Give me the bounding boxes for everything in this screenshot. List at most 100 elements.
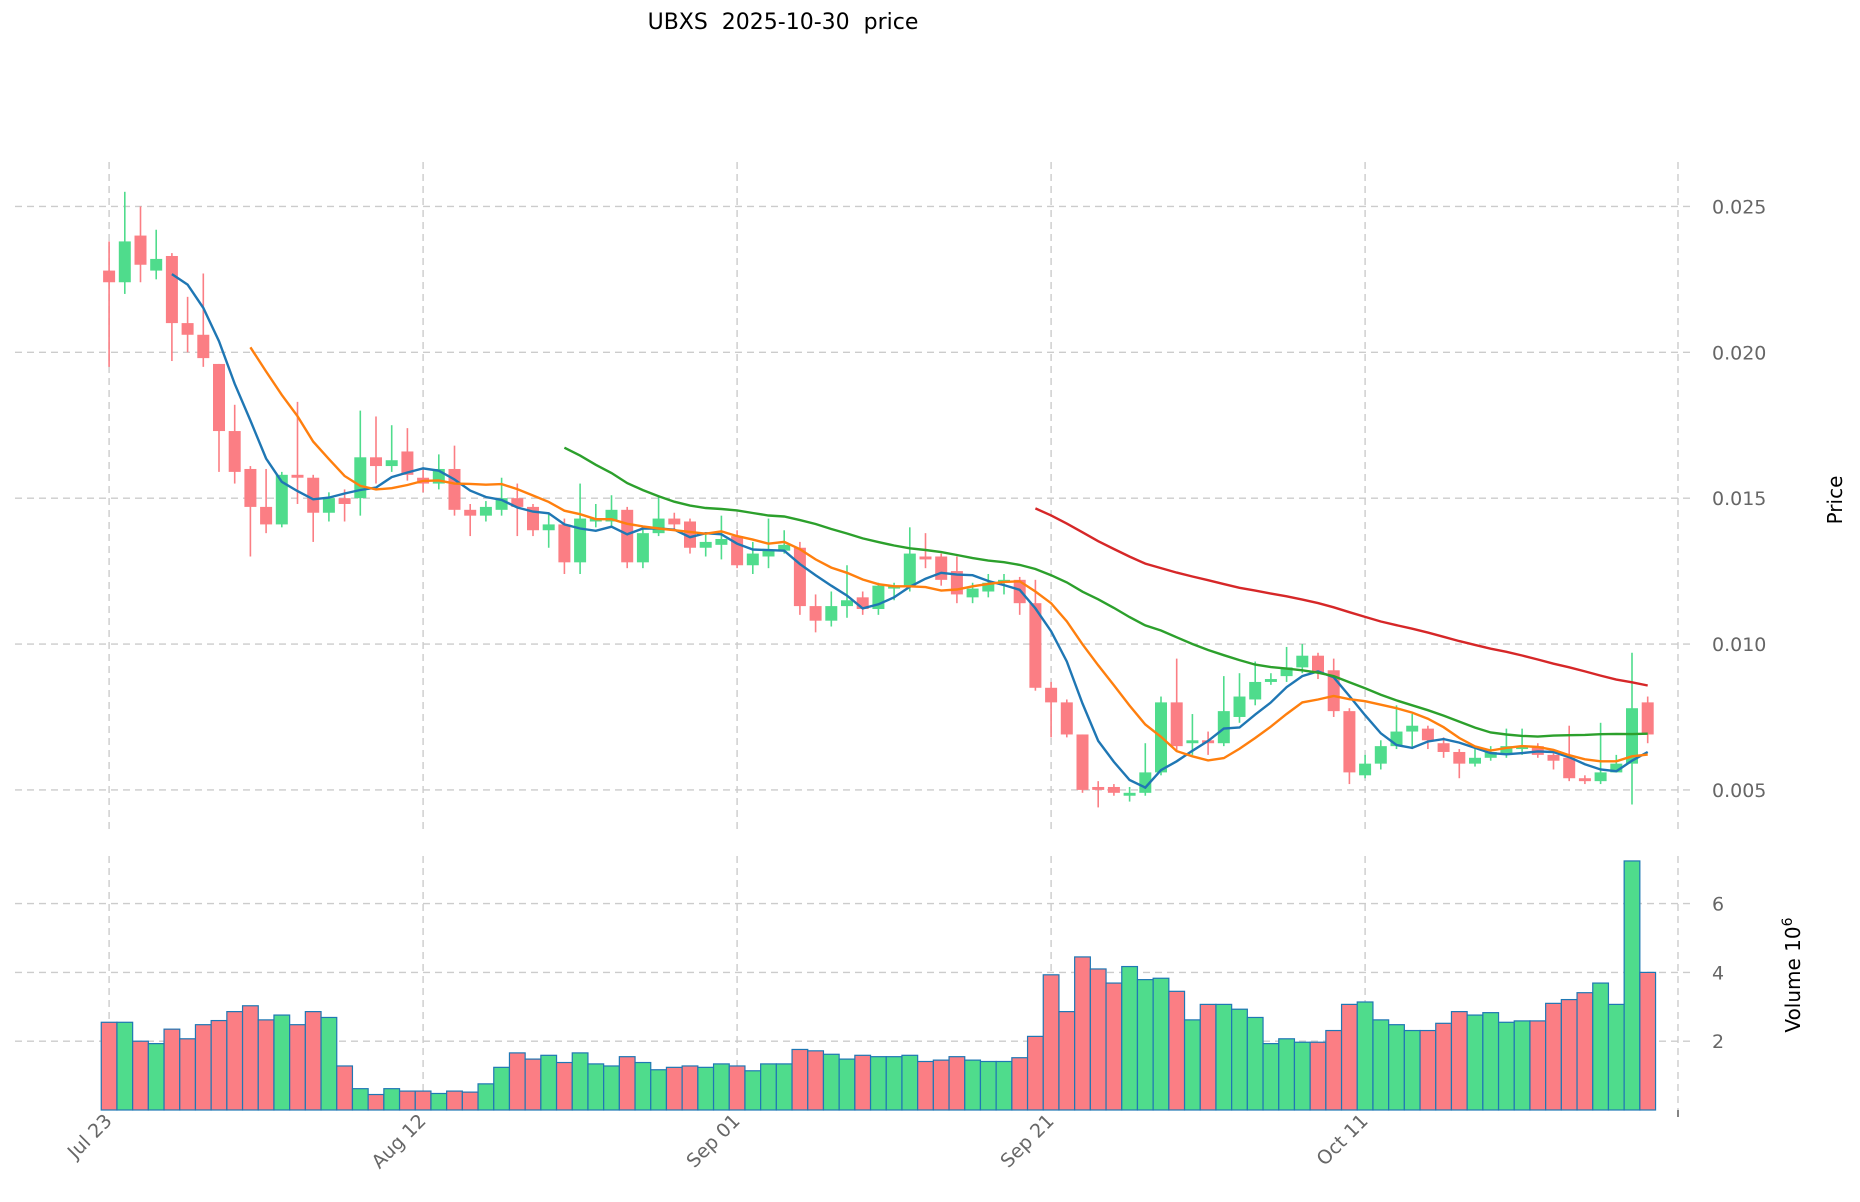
volume-bar bbox=[132, 1040, 149, 1111]
volume-bar bbox=[1105, 982, 1123, 1111]
candle-up bbox=[1123, 792, 1136, 796]
volume-tick-label: 4 bbox=[1712, 962, 1724, 984]
volume-bar bbox=[1435, 1022, 1453, 1111]
volume-bar bbox=[854, 1054, 872, 1111]
candle-down bbox=[244, 468, 257, 507]
volume-bar bbox=[1372, 1019, 1390, 1111]
candle-up bbox=[574, 518, 587, 563]
volume-bar bbox=[791, 1048, 809, 1111]
candle-up bbox=[354, 457, 367, 499]
volume-bar bbox=[995, 1060, 1013, 1111]
volume-bar bbox=[508, 1052, 526, 1111]
volume-bar bbox=[320, 1016, 338, 1111]
volume-bar bbox=[712, 1063, 730, 1111]
volume-bar bbox=[697, 1066, 715, 1111]
candle-up bbox=[1516, 746, 1529, 750]
volume-bar bbox=[304, 1011, 322, 1111]
candle-down bbox=[1343, 711, 1356, 773]
volume-bar bbox=[1356, 1001, 1374, 1111]
candle-up bbox=[699, 541, 712, 548]
candle-up bbox=[275, 474, 288, 525]
volume-bar bbox=[979, 1060, 997, 1111]
x-tick-label: Sep 01 bbox=[682, 1110, 744, 1172]
volume-bar bbox=[603, 1065, 620, 1111]
candle-up bbox=[1233, 696, 1246, 717]
volume-bar bbox=[1388, 1024, 1405, 1111]
candle-up bbox=[322, 498, 335, 513]
moving-averages bbox=[171, 273, 1649, 790]
volume-bar bbox=[1309, 1041, 1327, 1111]
candle-up bbox=[118, 241, 131, 283]
grid bbox=[15, 162, 1694, 1110]
volume-bar bbox=[775, 1063, 793, 1111]
volume-bar bbox=[100, 1021, 118, 1111]
ma10-line bbox=[249, 346, 1648, 763]
volume-tick-label: 6 bbox=[1712, 894, 1724, 916]
candle-down bbox=[228, 431, 241, 472]
volume-bar bbox=[430, 1092, 448, 1111]
volume-bar bbox=[869, 1056, 887, 1111]
candle-up bbox=[1406, 725, 1419, 732]
volume-bar bbox=[634, 1061, 652, 1111]
volume-bar bbox=[1325, 1029, 1343, 1111]
volume-bar bbox=[289, 1024, 306, 1111]
candle-down bbox=[809, 606, 822, 621]
candle-up bbox=[966, 588, 979, 598]
candle-down bbox=[103, 270, 116, 283]
volume-bar bbox=[822, 1053, 840, 1111]
volume-bar bbox=[964, 1059, 982, 1111]
volume-bar bbox=[587, 1063, 605, 1111]
candle-up bbox=[903, 553, 916, 586]
volume-bar bbox=[398, 1090, 416, 1111]
volume-bar bbox=[1042, 974, 1060, 1111]
volume-bar bbox=[901, 1054, 919, 1111]
candle-up bbox=[1264, 679, 1277, 682]
candle-down bbox=[668, 518, 681, 525]
volume-bar bbox=[665, 1066, 683, 1111]
candle-down bbox=[856, 597, 869, 610]
candle-down bbox=[1421, 728, 1434, 741]
candle-up bbox=[746, 553, 759, 566]
volume-bar bbox=[210, 1019, 228, 1111]
candle-down bbox=[181, 323, 194, 335]
candles bbox=[103, 191, 1654, 808]
candle-down bbox=[558, 524, 571, 563]
volume-bar bbox=[1121, 965, 1139, 1111]
price-tick-label: 0.015 bbox=[1712, 488, 1766, 510]
candle-up bbox=[1186, 740, 1199, 744]
candle-down bbox=[935, 556, 948, 580]
volume-bar bbox=[1231, 1008, 1248, 1111]
volume-bar bbox=[1199, 1003, 1217, 1111]
volume-bar bbox=[414, 1090, 432, 1111]
candle-down bbox=[1076, 734, 1089, 790]
volume-bar bbox=[1152, 977, 1170, 1111]
volume-bar bbox=[1545, 1002, 1562, 1111]
candle-down bbox=[291, 474, 304, 478]
volume-bar bbox=[1623, 860, 1641, 1111]
candle-down bbox=[1029, 603, 1042, 688]
ma60-line bbox=[1034, 507, 1648, 687]
candle-up bbox=[542, 524, 555, 531]
volume-bar bbox=[744, 1070, 762, 1111]
candle-down bbox=[370, 457, 382, 467]
volume-bar bbox=[446, 1090, 463, 1111]
volume-bar bbox=[932, 1059, 950, 1111]
volume-bar bbox=[1419, 1029, 1437, 1111]
volume-bar bbox=[885, 1056, 903, 1111]
volume-bar bbox=[681, 1065, 699, 1111]
candle-down bbox=[401, 451, 414, 475]
x-tick-label: Sep 21 bbox=[996, 1110, 1058, 1172]
candle-up bbox=[825, 606, 838, 621]
candle-down bbox=[1641, 702, 1654, 735]
candle-down bbox=[307, 477, 320, 513]
candle-up bbox=[605, 509, 618, 522]
volume-bar bbox=[241, 1005, 259, 1111]
candle-up bbox=[1217, 711, 1230, 744]
candle-down bbox=[684, 521, 696, 548]
candle-up bbox=[385, 460, 398, 467]
volume-bar bbox=[179, 1038, 197, 1111]
x-tick-label: Jul 23 bbox=[63, 1110, 117, 1164]
ma30-line bbox=[563, 446, 1648, 738]
volume-bars bbox=[100, 860, 1657, 1111]
candle-down bbox=[213, 363, 225, 432]
